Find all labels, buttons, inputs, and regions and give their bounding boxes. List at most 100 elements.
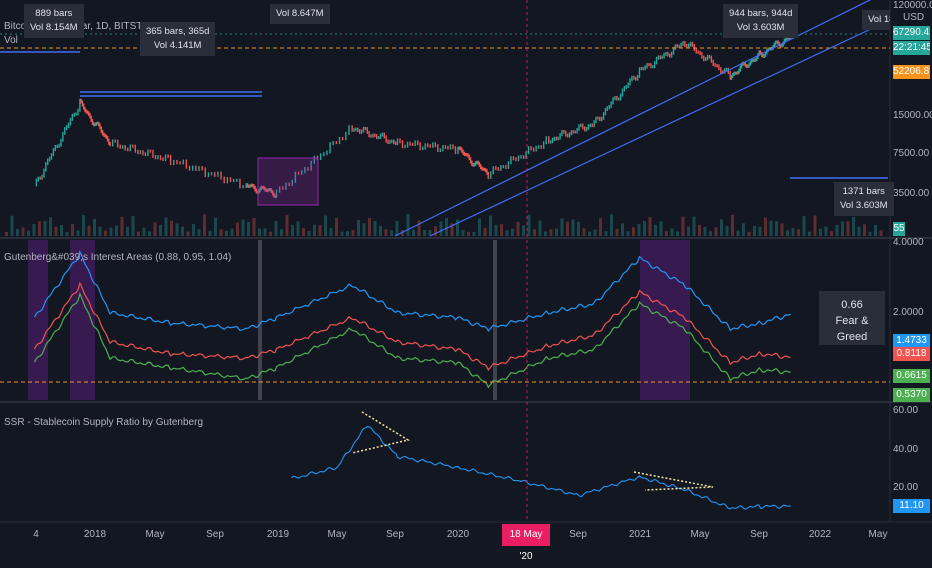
price-candle (173, 159, 175, 166)
price-candle (348, 125, 350, 135)
volume-label: Vol (4, 35, 18, 46)
interest-tag-red: 0.8118 (893, 347, 930, 361)
price-candle (619, 93, 622, 101)
price-candle (487, 171, 489, 180)
price-candle (621, 88, 624, 97)
price-candle (753, 58, 755, 62)
ssr-pane (291, 411, 791, 510)
volume-bar (731, 214, 734, 236)
price-candle (142, 150, 144, 156)
volume-bar (131, 216, 135, 236)
price-candle (684, 40, 686, 47)
price-candle (260, 185, 263, 191)
volume-bar (395, 220, 399, 236)
x-tick: May (690, 529, 710, 540)
price-candle (419, 142, 421, 151)
price-candle (91, 119, 94, 125)
volume-bar (115, 225, 118, 236)
price-candle (458, 146, 460, 150)
volume-bar (659, 221, 663, 236)
x-tick: 4 (33, 529, 39, 540)
price-candle (188, 165, 191, 171)
price-candle (259, 187, 261, 193)
price-candle (98, 121, 100, 127)
last-price-tag: 67290.42 (893, 26, 930, 40)
price-candle (266, 188, 269, 193)
price-candle (246, 183, 249, 188)
price-candle (459, 146, 462, 151)
price-candle (618, 97, 620, 101)
price-candle (527, 146, 530, 155)
volume-bar (830, 231, 833, 236)
price-candle (540, 145, 542, 149)
price-candle (735, 71, 738, 75)
volume-bar (49, 217, 52, 236)
volume-bar (604, 231, 608, 236)
price-candle (512, 156, 515, 161)
price-candle (220, 171, 222, 180)
price-candle (762, 53, 764, 58)
volume-bar (846, 221, 850, 236)
price-candle (100, 126, 103, 133)
volume-bar (16, 228, 19, 236)
volume-bar (379, 225, 382, 236)
price-candle (182, 159, 184, 165)
price-candle (530, 146, 532, 151)
price-candle (335, 141, 338, 145)
volume-bar (329, 227, 333, 236)
volume-bar (522, 225, 525, 236)
price-candle (650, 63, 652, 69)
volume-bar (296, 221, 300, 236)
ssr-pane-title: SSR - Stablecoin Supply Ratio by Gutenbe… (4, 417, 203, 428)
volume-bar (236, 222, 239, 236)
price-candle (469, 157, 472, 164)
price-candle (553, 136, 556, 141)
price-candle (411, 142, 414, 146)
volume-bar (758, 226, 762, 236)
y-axis-label: 4.0000 (893, 237, 924, 248)
price-candle (377, 136, 380, 140)
interest-pane-title: Gutenberg&#039;s Interest Areas (0.88, 0… (4, 252, 232, 263)
price-candle (351, 125, 353, 132)
price-candle (250, 183, 252, 188)
price-candle (608, 104, 610, 110)
price-candle (304, 167, 306, 174)
price-candle (127, 147, 129, 152)
price-candle (583, 126, 586, 132)
volume-bar (252, 217, 256, 236)
volume-bar (450, 223, 454, 236)
price-candle (593, 120, 595, 128)
volume-bar (802, 216, 806, 236)
volume-bar (769, 220, 773, 236)
price-candle (442, 145, 444, 152)
price-candle (644, 65, 646, 71)
price-candle (701, 52, 703, 59)
volume-bar (593, 229, 597, 236)
main-pane-title: Bitcoin / U.S. Dollar, 1D, BITSTAMP (4, 21, 164, 32)
price-candle (747, 64, 749, 69)
volume-bar (225, 230, 228, 236)
volume-bar (841, 221, 844, 236)
price-candle (62, 131, 64, 142)
price-candle (636, 74, 639, 81)
price-candle (297, 171, 300, 175)
interest-tag-green-2: 0.5370 (893, 388, 930, 402)
volume-bar (186, 231, 190, 236)
volume-bar (285, 214, 289, 236)
volume-bar (538, 220, 542, 236)
price-candle (572, 130, 575, 134)
price-candle (37, 176, 39, 182)
volume-bar (291, 224, 294, 236)
price-candle (721, 70, 724, 74)
price-candle (229, 177, 232, 183)
volume-bar (533, 229, 536, 236)
price-candle (648, 63, 650, 67)
trend-line (429, 19, 891, 237)
price-candle (687, 43, 690, 49)
price-candle (557, 136, 559, 141)
price-candle (548, 136, 550, 144)
price-candle (65, 125, 68, 131)
volume-bar (868, 231, 872, 236)
price-candle (116, 139, 119, 148)
volume-bar (720, 219, 723, 236)
